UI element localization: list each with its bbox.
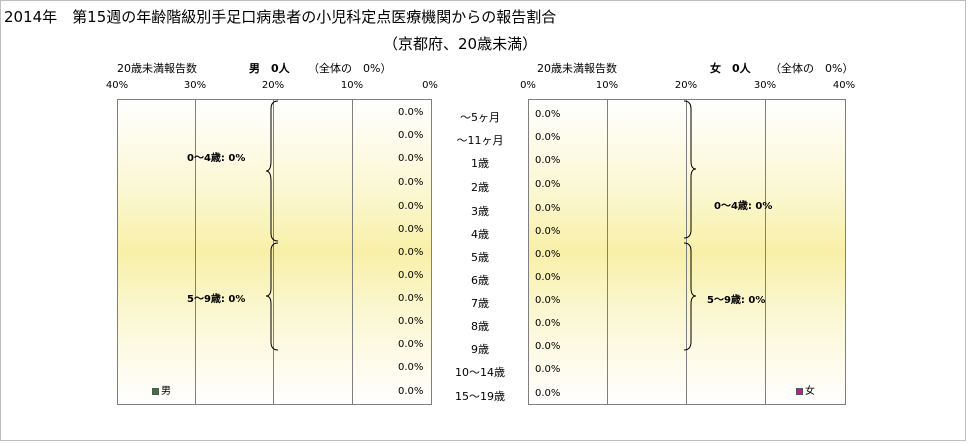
male-count-label: 男 0人	[249, 62, 290, 75]
male-data-label: 0.0%	[398, 130, 424, 141]
male-data-label: 0.0%	[398, 386, 424, 397]
category-label: 15～19歳	[455, 390, 505, 403]
female-data-label: 0.0%	[535, 249, 561, 260]
chart-title: 2014年 第15週の年齢階級別手足口病患者の小児科定点医療機関からの報告割合	[4, 8, 557, 26]
male-subtitle-prefix: 20歳未満報告数	[117, 62, 197, 75]
male-group-0-4-label: 0～4歳: 0%	[187, 153, 246, 164]
chart-subtitle: （京都府、20歳未満）	[383, 35, 538, 53]
female-axis-tick: 20%	[674, 80, 698, 91]
female-data-label: 0.0%	[535, 388, 561, 399]
male-data-label: 0.0%	[398, 362, 424, 373]
male-data-label: 0.0%	[398, 224, 424, 235]
male-data-label: 0.0%	[398, 177, 424, 188]
female-plot-area	[528, 99, 846, 405]
category-label: 1歳	[471, 157, 489, 170]
female-legend-swatch	[796, 387, 803, 395]
male-data-label: 0.0%	[398, 201, 424, 212]
male-group-5-9-label: 5～9歳: 0%	[187, 294, 246, 305]
male-axis-tick: 40%	[105, 80, 129, 91]
male-axis-tick: 10%	[340, 80, 364, 91]
female-axis-tick: 30%	[753, 80, 777, 91]
female-gridline	[686, 100, 687, 404]
male-share-label: （全体の 0%）	[308, 62, 392, 75]
male-data-label: 0.0%	[398, 107, 424, 118]
female-data-label: 0.0%	[535, 364, 561, 375]
female-data-label: 0.0%	[535, 109, 561, 120]
female-data-label: 0.0%	[535, 132, 561, 143]
female-axis-tick: 0%	[520, 80, 536, 91]
male-data-label: 0.0%	[398, 339, 424, 350]
category-label: 5歳	[471, 251, 489, 264]
female-data-label: 0.0%	[535, 318, 561, 329]
male-data-label: 0.0%	[398, 153, 424, 164]
male-gridline	[352, 100, 353, 404]
female-data-label: 0.0%	[535, 179, 561, 190]
female-group-0-4-label: 0～4歳: 0%	[714, 201, 773, 212]
female-gridline	[765, 100, 766, 404]
male-legend: 男	[152, 382, 171, 397]
category-label: 2歳	[471, 181, 489, 194]
category-label: 3歳	[471, 205, 489, 218]
male-brace-0-4	[265, 100, 279, 242]
female-group-5-9-label: 5～9歳: 0%	[707, 295, 766, 306]
male-axis-tick: 0%	[422, 80, 438, 91]
female-brace-5-9	[683, 242, 697, 351]
female-axis-tick: 40%	[832, 80, 856, 91]
female-data-label: 0.0%	[535, 203, 561, 214]
female-gridline	[607, 100, 608, 404]
female-legend-label: 女	[805, 386, 815, 397]
female-data-label: 0.0%	[535, 226, 561, 237]
male-axis-tick: 20%	[261, 80, 285, 91]
male-gridline	[273, 100, 274, 404]
female-data-label: 0.0%	[535, 155, 561, 166]
male-brace-5-9	[265, 242, 279, 351]
category-label: 6歳	[471, 274, 489, 287]
category-label: 7歳	[471, 297, 489, 310]
female-subtitle-prefix: 20歳未満報告数	[537, 62, 617, 75]
female-data-label: 0.0%	[535, 272, 561, 283]
category-label: ～11ヶ月	[456, 134, 504, 147]
male-plot-area	[117, 99, 432, 405]
female-data-label: 0.0%	[535, 295, 561, 306]
male-legend-swatch	[152, 387, 159, 395]
category-label: 10～14歳	[455, 366, 505, 379]
female-share-label: （全体の 0%）	[770, 62, 854, 75]
male-axis-tick: 30%	[183, 80, 207, 91]
female-data-label: 0.0%	[535, 341, 561, 352]
category-label: 8歳	[471, 320, 489, 333]
male-data-label: 0.0%	[398, 316, 424, 327]
male-gridline	[195, 100, 196, 404]
category-label: 9歳	[471, 343, 489, 356]
female-legend: 女	[796, 382, 815, 397]
male-data-label: 0.0%	[398, 270, 424, 281]
female-count-label: 女 0人	[710, 62, 751, 75]
male-legend-label: 男	[161, 386, 171, 397]
male-data-label: 0.0%	[398, 293, 424, 304]
female-axis-tick: 10%	[595, 80, 619, 91]
male-data-label: 0.0%	[398, 247, 424, 258]
category-label: ～5ヶ月	[460, 111, 500, 124]
female-brace-0-4	[683, 100, 697, 239]
category-label: 4歳	[471, 228, 489, 241]
